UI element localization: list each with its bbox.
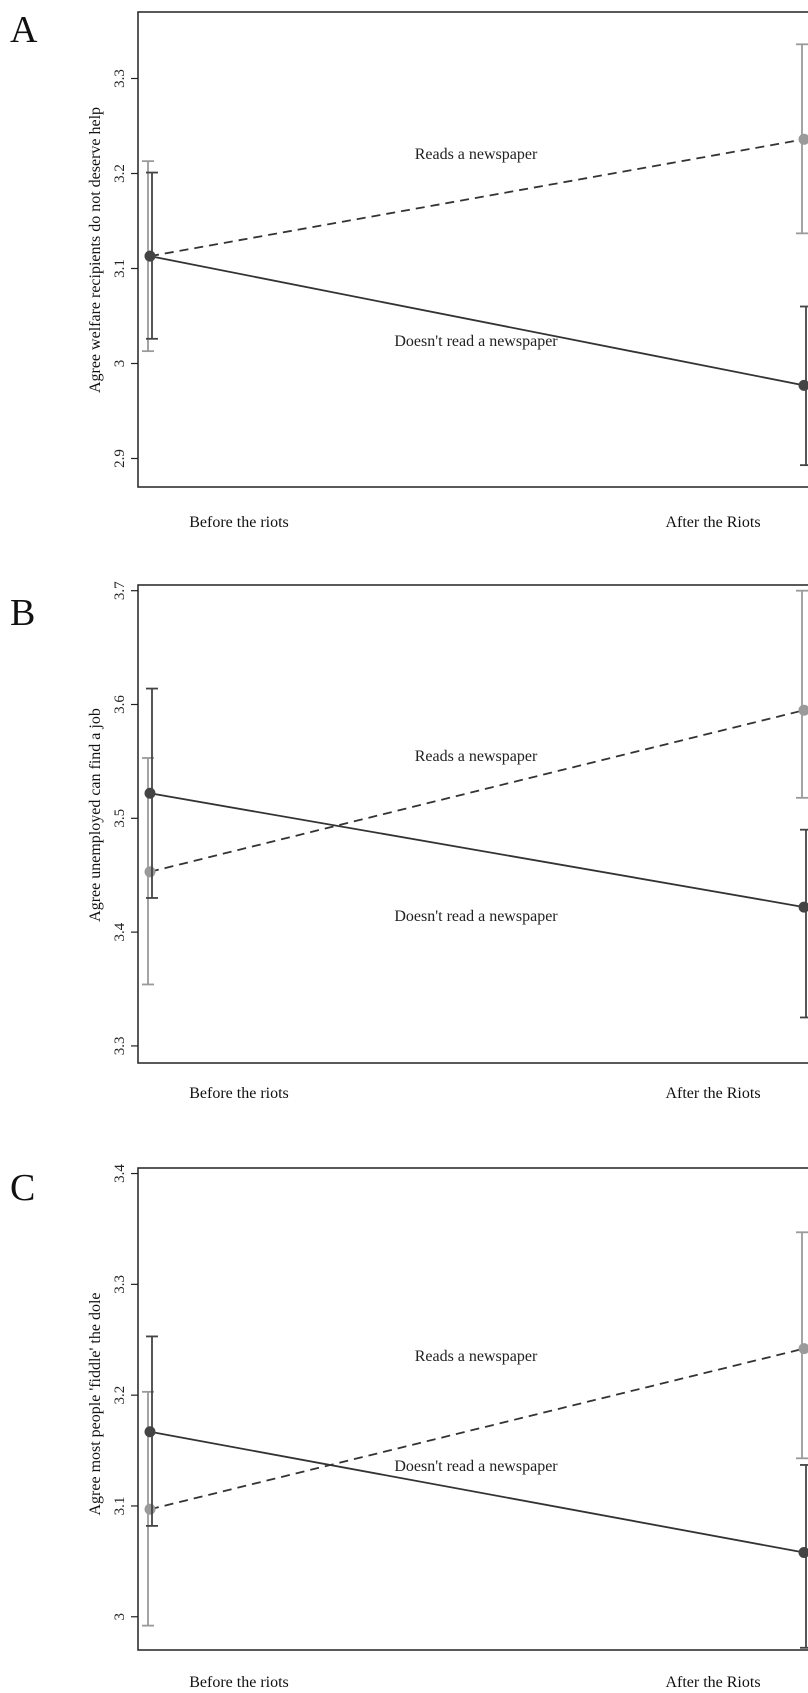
panel-a-line-reads xyxy=(149,138,805,258)
panel-b-point-reads xyxy=(144,866,156,878)
panel-b-xlabel-before: Before the riots xyxy=(189,1085,289,1102)
panel-b-series xyxy=(142,589,808,1019)
panel-a-y-tick-label: 3 xyxy=(112,360,128,368)
panel-c-y-ticks: 3 3.1 3.2 3.3 3.4 xyxy=(112,1164,138,1621)
panel-c-annotation-not-reads: Doesn't read a newspaper xyxy=(394,1458,558,1475)
panel-a-plot-frame xyxy=(137,11,808,488)
panel-a-ylabel: Agree welfare recipients do not deserve … xyxy=(87,107,104,393)
panel-b-y-tick-label: 3.5 xyxy=(112,809,128,828)
panel-c-y-tick-label: 3 xyxy=(112,1613,128,1621)
panel-b-y-tick-label: 3.3 xyxy=(112,1037,128,1056)
panel-b-line-not-reads xyxy=(149,792,805,908)
panel-b-xlabel-after: After the Riots xyxy=(665,1085,760,1102)
panel-b-ylabel: Agree unemployed can find a job xyxy=(87,708,104,922)
panel-b-annotation-reads: Reads a newspaper xyxy=(415,748,538,765)
panel-a-xlabel-after: After the Riots xyxy=(665,514,760,531)
panel-b-y-tick-label: 3.6 xyxy=(112,695,128,714)
panel-b-point-not-reads xyxy=(144,787,156,799)
panel-c-letter: C xyxy=(10,1167,35,1209)
panel-b-line-reads xyxy=(149,709,805,873)
panel-c-y-tick-label: 3.1 xyxy=(112,1497,128,1516)
panel-c-line-not-reads xyxy=(149,1430,805,1554)
panel-c: C Agree most people 'fiddle' the dole 33… xyxy=(10,1164,808,1691)
panel-a-xlabel-before: Before the riots xyxy=(189,514,289,531)
panel-b-plot-frame xyxy=(137,584,808,1064)
panel-b-y-tick-label: 3.4 xyxy=(112,922,128,941)
panel-a-y-ticks: 2.9 3 3.1 3.2 3.3 xyxy=(112,69,138,468)
panel-a-y-tick-label: 3.3 xyxy=(112,69,128,88)
panel-c-xlabel-before: Before the riots xyxy=(189,1674,289,1691)
panel-c-y-tick-label: 3.3 xyxy=(112,1275,128,1294)
panel-c-ylabel: Agree most people 'fiddle' the dole xyxy=(87,1292,104,1515)
panel-c-annotation-reads: Reads a newspaper xyxy=(415,1348,538,1365)
panel-a-point-not-reads xyxy=(798,379,808,391)
panel-c-point-not-reads xyxy=(798,1546,808,1558)
panel-b: B Agree unemployed can find a job 3.3 3.4… xyxy=(10,581,808,1102)
panel-b-y-tick-label: 3.7 xyxy=(112,581,128,600)
panel-a-annotation-not-reads: Doesn't read a newspaper xyxy=(394,333,558,350)
panel-c-series xyxy=(142,1231,808,1649)
panel-a-point-not-reads xyxy=(144,250,156,262)
panel-a-y-tick-label: 2.9 xyxy=(112,449,128,468)
panel-b-point-not-reads xyxy=(798,901,808,913)
panel-c-point-reads xyxy=(144,1503,156,1515)
panel-c-line-reads xyxy=(149,1347,805,1511)
panel-a-series xyxy=(142,43,808,467)
panel-a-y-tick-label: 3.2 xyxy=(112,164,128,183)
panel-b-annotation-not-reads: Doesn't read a newspaper xyxy=(394,908,558,925)
panel-a-line-not-reads xyxy=(149,255,805,387)
panel-c-plot-frame xyxy=(137,1167,808,1651)
panel-a-point-reads xyxy=(798,133,808,145)
panel-b-y-ticks: 3.3 3.4 3.5 3.6 3.7 xyxy=(112,581,138,1055)
panel-c-y-tick-label: 3.4 xyxy=(112,1164,128,1183)
panel-b-point-reads xyxy=(798,704,808,716)
panel-a-annotation-reads: Reads a newspaper xyxy=(415,146,538,163)
panel-a-y-tick-label: 3.1 xyxy=(112,259,128,278)
panel-c-xlabel-after: After the Riots xyxy=(665,1674,760,1691)
panel-b-letter: B xyxy=(10,592,35,634)
panel-c-y-tick-label: 3.2 xyxy=(112,1386,128,1405)
panel-c-point-not-reads xyxy=(144,1426,156,1438)
panel-a-letter: A xyxy=(10,9,38,51)
panel-c-point-reads xyxy=(798,1343,808,1355)
panel-a: A Agree welfare recipients do not deserv… xyxy=(10,9,808,531)
